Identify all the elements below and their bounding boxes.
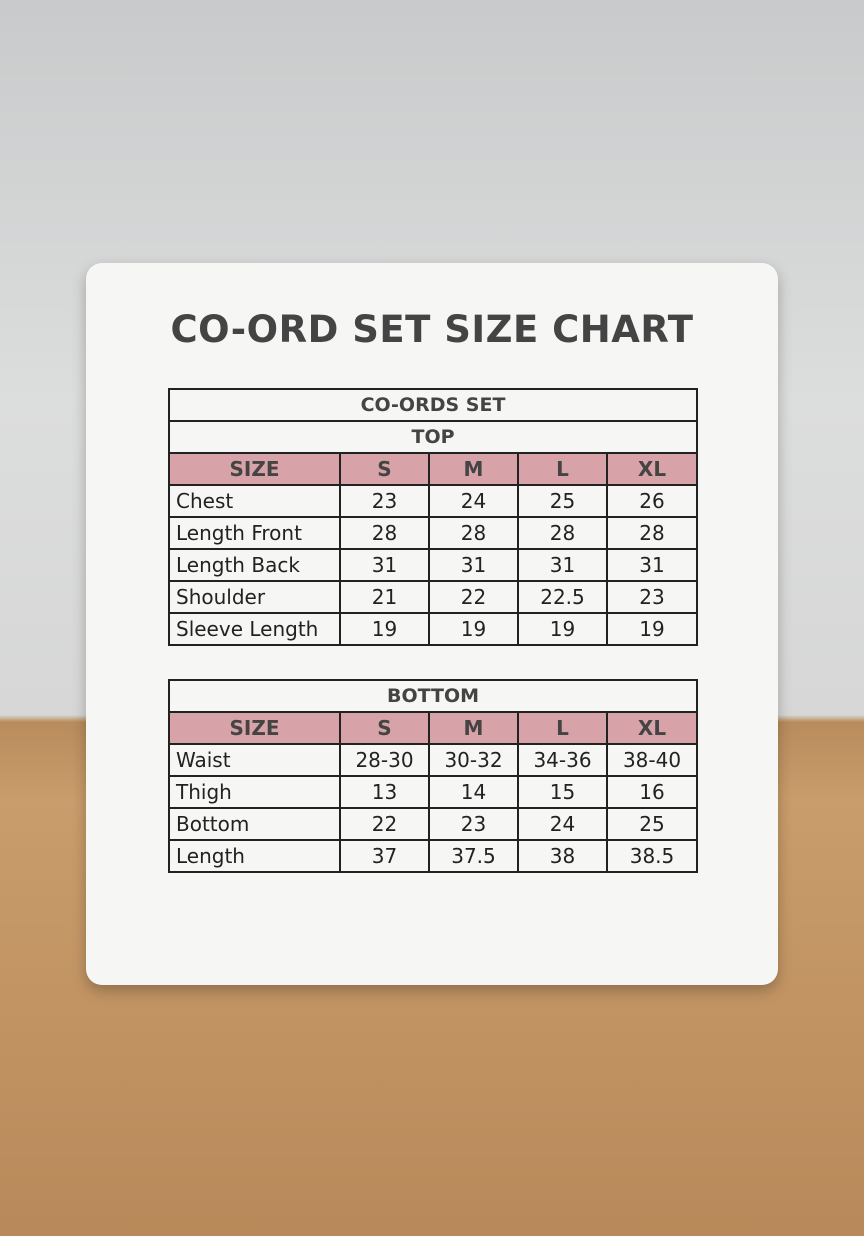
row: Waist 28-30 30-32 34-36 38-40 xyxy=(168,743,698,777)
cell: 23 xyxy=(339,484,430,518)
cell: 22 xyxy=(339,807,430,841)
row-name: Sleeve Length xyxy=(168,612,341,646)
cell: 38-40 xyxy=(606,743,698,777)
caption-row: TOP xyxy=(167,420,699,454)
title: CO-ORD SET SIZE CHART xyxy=(170,308,694,351)
cell: 38 xyxy=(517,839,608,873)
column-header: SIZE xyxy=(168,452,341,486)
row-name: Length xyxy=(168,839,341,873)
row-name: Waist xyxy=(168,743,341,777)
cell: 26 xyxy=(605,484,699,518)
bottom-table: BOTTOM SIZE S M L XL Waist 28-30 30-32 34-36 38-40… xyxy=(168,679,698,873)
cell: 28 xyxy=(605,516,699,550)
cell: 31 xyxy=(517,548,608,582)
row-name: Length Front xyxy=(168,516,341,550)
row-name: Length Back xyxy=(168,548,341,582)
cell: 31 xyxy=(428,548,519,582)
column-header: XL xyxy=(606,711,698,745)
row: Length Front 28 28 28 28 xyxy=(168,516,699,550)
cell: 28 xyxy=(517,516,608,550)
cell: 23 xyxy=(605,580,699,614)
column-header: S xyxy=(339,711,430,745)
cell: 24 xyxy=(428,484,519,518)
cell: 22 xyxy=(428,580,519,614)
row: Length 37 37.5 38 38.5 xyxy=(168,839,698,873)
cell: 28 xyxy=(339,516,430,550)
cell: 31 xyxy=(605,548,699,582)
column-header: L xyxy=(517,452,608,486)
cell: 19 xyxy=(517,612,608,646)
cell: 13 xyxy=(339,775,430,809)
cell: 37 xyxy=(339,839,430,873)
cell: 16 xyxy=(606,775,698,809)
cell: 15 xyxy=(517,775,608,809)
caption-row: BOTTOM xyxy=(168,679,698,713)
cell: 31 xyxy=(339,548,430,582)
row: Thigh 13 14 15 16 xyxy=(168,775,698,809)
cell: 23 xyxy=(428,807,519,841)
cell: 24 xyxy=(517,807,608,841)
column-header: L xyxy=(517,711,608,745)
cell: 34-36 xyxy=(517,743,608,777)
cell: 19 xyxy=(428,612,519,646)
caption-row: CO-ORDS SET xyxy=(167,388,699,422)
header-row: SIZE S M L XL xyxy=(168,452,699,486)
row-name: Chest xyxy=(168,484,341,518)
row-name: Bottom xyxy=(168,807,341,841)
row-name: Thigh xyxy=(168,775,341,809)
header-row: SIZE S M L XL xyxy=(168,711,698,745)
row: Length Back 31 31 31 31 xyxy=(168,548,699,582)
cell: 38.5 xyxy=(606,839,698,873)
column-header: XL xyxy=(605,452,699,486)
cell: 28-30 xyxy=(339,743,430,777)
cell: 14 xyxy=(428,775,519,809)
row: Bottom 22 23 24 25 xyxy=(168,807,698,841)
row: Sleeve Length 19 19 19 19 xyxy=(168,612,699,646)
column-header: SIZE xyxy=(168,711,341,745)
top-table: CO-ORDS SET TOP SIZE S M L XL Chest 23 24 25 26 Leng… xyxy=(167,388,699,646)
cell: 22.5 xyxy=(517,580,608,614)
row-name: Shoulder xyxy=(168,580,341,614)
cell: 21 xyxy=(339,580,430,614)
cell: 25 xyxy=(606,807,698,841)
cell: 25 xyxy=(517,484,608,518)
cell: 37.5 xyxy=(428,839,519,873)
section: BOTTOM xyxy=(168,679,698,713)
cell: 30-32 xyxy=(428,743,519,777)
cell: 19 xyxy=(339,612,430,646)
section: TOP xyxy=(167,420,699,454)
cell: 28 xyxy=(428,516,519,550)
cell: 19 xyxy=(605,612,699,646)
row: Shoulder 21 22 22.5 23 xyxy=(168,580,699,614)
caption: CO-ORDS SET xyxy=(167,388,699,422)
column-header: M xyxy=(428,452,519,486)
column-header: S xyxy=(339,452,430,486)
column-header: M xyxy=(428,711,519,745)
row: Chest 23 24 25 26 xyxy=(168,484,699,518)
